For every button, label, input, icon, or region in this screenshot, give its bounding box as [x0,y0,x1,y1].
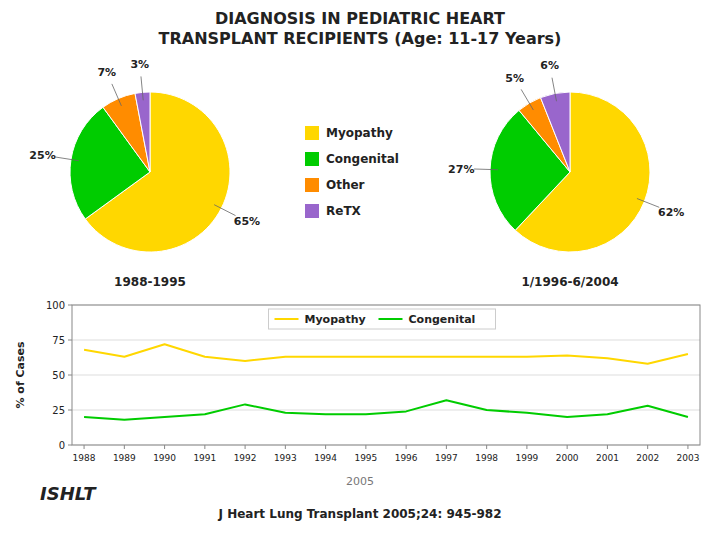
x-tick [526,445,527,449]
x-tick-label: 2002 [636,453,659,463]
y-tick [68,340,72,341]
x-tick [607,445,608,449]
x-tick-label: 1988 [73,453,96,463]
legend-label: ReTX [326,204,362,218]
grid-line [72,375,700,376]
leader-line [112,84,122,106]
data-label: 27% [448,163,474,176]
leader-line [521,89,533,110]
x-tick [124,445,125,449]
x-tick-label: 1999 [515,453,538,463]
line-legend: Myopathy Congenital [269,309,496,329]
chart-svg: DIAGNOSIS IN PEDIATRIC HEARTTRANSPLANT R… [0,0,720,540]
data-label: 62% [658,206,684,219]
pie-legend: Myopathy Congenital Other ReTX [305,126,399,218]
pie [55,76,235,252]
legend-label: Congenital [409,313,476,326]
leader-line [141,76,143,100]
x-tick-label: 1989 [113,453,136,463]
x-tick-label: 2003 [676,453,699,463]
x-tick [567,445,568,449]
annotation: 2005 [346,475,374,488]
subtitle: TRANSPLANT RECIPIENTS (Age: 11-17 Years) [159,29,562,48]
x-tick [365,445,366,449]
y-tick-label: 50 [52,370,65,381]
y-axis-label: % of Cases [14,341,27,409]
x-tick-label: 1997 [435,453,458,463]
x-tick [285,445,286,449]
legend-label: Congenital [326,152,399,166]
annotation: J Heart Lung Transplant 2005;24: 945-982 [217,507,501,521]
annotation: ISHLT [40,483,97,504]
series-line [84,344,688,364]
y-tick-label: 75 [52,335,65,346]
y-tick [68,305,72,306]
legend-swatch [275,318,299,320]
legend-swatch [305,178,319,192]
x-tick [446,445,447,449]
y-tick [68,410,72,411]
x-tick-label: 1996 [395,453,418,463]
data-label: 3% [130,58,149,71]
series-line [84,400,688,420]
pie-slice [541,92,570,172]
leader-line [55,157,79,161]
plot-frame [72,305,700,445]
legend-label: Myopathy [326,126,393,140]
x-tick [245,445,246,449]
pie-slice [135,92,150,172]
x-tick-label: 1993 [274,453,297,463]
y-tick-label: 0 [59,440,65,451]
legend-swatch [379,318,403,320]
x-tick [164,445,165,449]
leader-line [474,168,498,170]
grid-line [72,410,700,411]
leader-line [214,205,235,216]
x-tick-label: 1994 [314,453,337,463]
pie [474,78,659,252]
legend-swatch [305,126,319,140]
legend-label: Other [326,178,365,192]
legend-box [269,309,496,329]
x-tick-label: 1992 [234,453,257,463]
x-tick [406,445,407,449]
pie-title: 1/1996-6/2004 [521,275,618,289]
y-tick-label: 25 [52,405,65,416]
y-tick [68,375,72,376]
x-tick [204,445,205,449]
x-tick [687,445,688,449]
data-label: 6% [540,59,559,72]
x-tick-label: 1995 [354,453,377,463]
data-label: 25% [29,149,55,162]
x-tick-label: 1991 [193,453,216,463]
x-tick [486,445,487,449]
x-tick-label: 1998 [475,453,498,463]
leader-line [552,78,556,102]
data-label: 7% [97,66,116,79]
data-label: 65% [234,215,260,228]
y-tick-label: 100 [46,300,65,311]
leader-line [637,199,659,208]
chart-root: DIAGNOSIS IN PEDIATRIC HEARTTRANSPLANT R… [0,0,720,540]
x-tick-label: 2000 [556,453,579,463]
x-tick [647,445,648,449]
x-tick [84,445,85,449]
x-tick-label: 2001 [596,453,619,463]
title: DIAGNOSIS IN PEDIATRIC HEART [215,9,505,28]
legend-swatch [305,204,319,218]
line-chart: 0 25 50 75 100 1988 1989 1990 1991 1992 1993 1994 19… [14,300,700,463]
pie-title: 1988-1995 [114,275,186,289]
grid-line [72,340,700,341]
x-tick-label: 1990 [153,453,176,463]
x-tick [325,445,326,449]
legend-swatch [305,152,319,166]
data-label: 5% [505,72,524,85]
series-group [84,344,688,420]
y-tick [68,445,72,446]
legend-label: Myopathy [305,313,366,326]
